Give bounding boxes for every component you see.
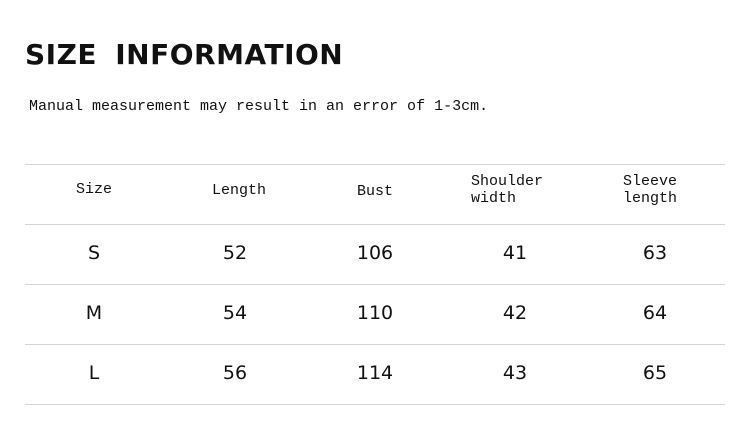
cell-shoulder-width: 43 bbox=[502, 362, 528, 384]
cell-shoulder-width: 41 bbox=[502, 242, 528, 264]
cell-sleeve-length: 63 bbox=[642, 242, 668, 264]
page-title: SIZE INFORMATION bbox=[25, 38, 344, 71]
header-bust: Bust bbox=[356, 183, 394, 200]
cell-size: S bbox=[87, 242, 101, 264]
header-size: Size bbox=[75, 181, 113, 198]
header-line: Sleeve bbox=[622, 173, 678, 190]
cell-shoulder-width: 42 bbox=[502, 302, 528, 324]
divider bbox=[25, 284, 725, 285]
cell-bust: 114 bbox=[356, 362, 394, 384]
divider bbox=[25, 404, 725, 405]
header-line: length bbox=[622, 190, 678, 207]
divider bbox=[25, 344, 725, 345]
cell-size: L bbox=[88, 362, 100, 384]
cell-length: 54 bbox=[222, 302, 248, 324]
header-line: width bbox=[470, 190, 517, 207]
header-length: Length bbox=[211, 182, 267, 199]
cell-length: 52 bbox=[222, 242, 248, 264]
cell-length: 56 bbox=[222, 362, 248, 384]
cell-bust: 106 bbox=[356, 242, 394, 264]
measurement-note: Manual measurement may result in an erro… bbox=[29, 98, 489, 115]
divider bbox=[25, 164, 725, 165]
divider bbox=[25, 224, 725, 225]
header-shoulder-width: Shoulder width bbox=[471, 173, 543, 207]
header-sleeve-length: Sleeve length bbox=[623, 173, 677, 207]
cell-bust: 110 bbox=[356, 302, 394, 324]
cell-sleeve-length: 65 bbox=[642, 362, 668, 384]
cell-sleeve-length: 64 bbox=[642, 302, 668, 324]
header-line: Shoulder bbox=[470, 173, 544, 190]
cell-size: M bbox=[85, 302, 103, 324]
